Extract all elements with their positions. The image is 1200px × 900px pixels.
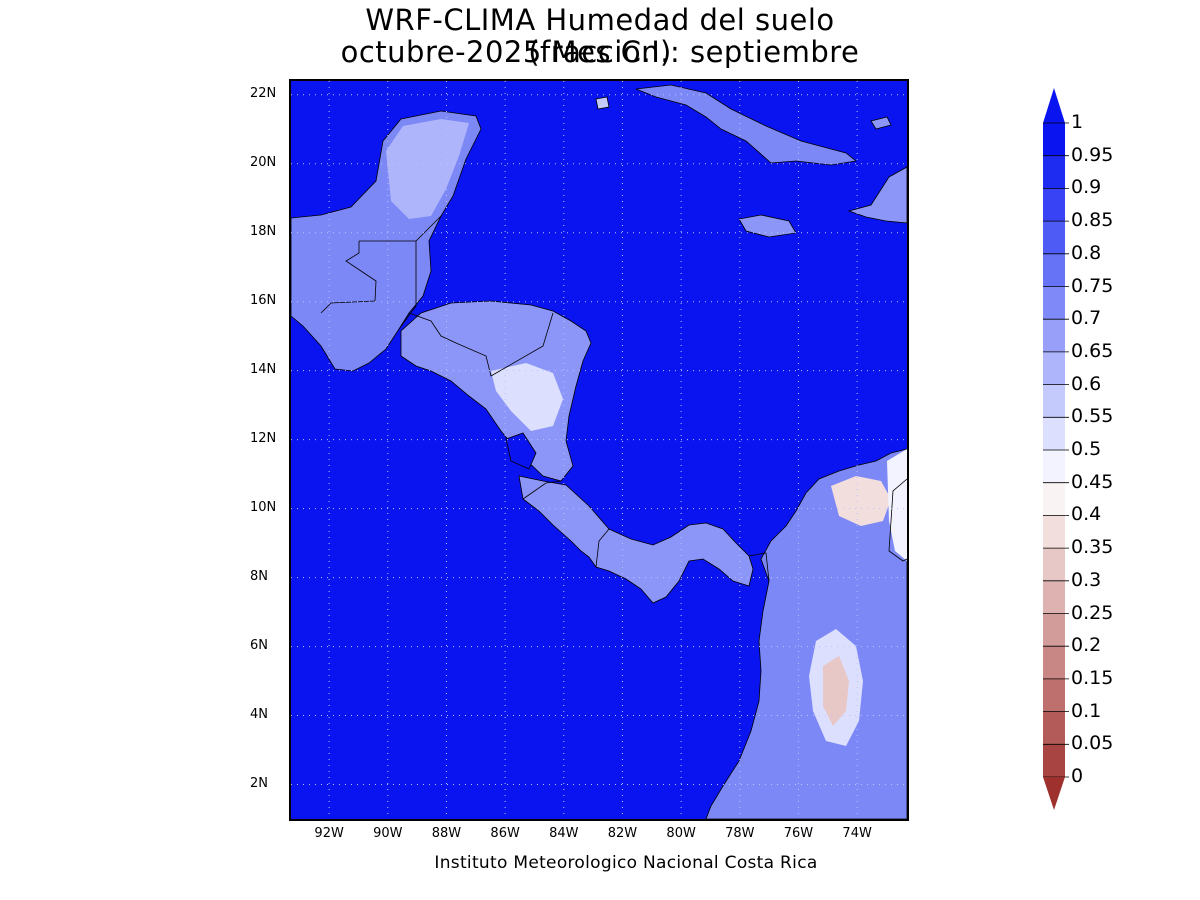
lat-tick-label: 2N: [250, 775, 268, 791]
lon-tick-label: 78W: [725, 826, 755, 841]
colorbar-max-arrow: [1043, 88, 1065, 123]
colorbar-segment: [1043, 613, 1065, 647]
colorbar-segment: [1043, 123, 1065, 157]
lat-tick-label: 8N: [250, 568, 268, 584]
lon-tick-label: 82W: [607, 826, 638, 841]
land-colombia-north-light: [831, 476, 891, 526]
land-venezuela-edge: [887, 449, 907, 561]
colorbar-level-label: 0.95: [1071, 143, 1114, 166]
colorbar-segment: [1043, 548, 1065, 582]
colorbar-level-label: 0.45: [1071, 470, 1114, 493]
colorbar-level-label: 0.85: [1071, 209, 1114, 232]
lat-tick-label: 10N: [250, 499, 277, 515]
colorbar-segment: [1043, 482, 1065, 516]
map-title-line-1: WRF-CLIMA Humedad del suelo (fraccion): [365, 3, 835, 69]
lon-tick-label: 84W: [549, 826, 579, 841]
colorbar-segment: [1043, 253, 1065, 287]
colorbar-level-label: 1: [1071, 111, 1084, 133]
colorbar-segment: [1043, 155, 1065, 189]
colorbar-level-label: 0.1: [1071, 699, 1102, 722]
land-costa-rica-panama: [518, 475, 754, 604]
colorbar-level-label: 0.25: [1071, 601, 1114, 624]
lon-tick-label: 88W: [431, 826, 462, 841]
colorbar-segment: [1043, 678, 1065, 713]
lat-tick-label: 6N: [250, 637, 268, 653]
colorbar-segment: [1043, 744, 1065, 778]
colorbar-segment: [1043, 286, 1065, 320]
institution-credit: Instituto Meteorologico Nacional Costa R…: [434, 853, 818, 873]
colorbar-segment: [1043, 384, 1065, 418]
colorbar-level-label: 0.75: [1071, 274, 1114, 297]
lon-tick-label: 80W: [666, 826, 696, 841]
land-yucatan-interior: [386, 119, 469, 219]
lat-tick-label: 16N: [250, 292, 277, 308]
land-nicaragua-interior: [491, 363, 563, 431]
lat-tick-label: 18N: [250, 223, 277, 239]
colorbar-level-label: 0.05: [1071, 732, 1114, 755]
colorbar-min-arrow: [1043, 777, 1065, 810]
map-panel: [289, 79, 909, 821]
colorbar-level-label: 0.2: [1071, 634, 1102, 657]
colorbar-level-label: 0.3: [1071, 568, 1102, 591]
soil-moisture-map: [291, 81, 907, 819]
land-bahamas: [870, 116, 892, 130]
colorbar-segment: [1043, 646, 1065, 680]
lat-tick-label: 22N: [250, 85, 277, 101]
land-hispaniola: [847, 166, 907, 224]
country-borders: [320, 215, 907, 582]
lon-tick-label: 76W: [783, 826, 814, 841]
colorbar-segment: [1043, 711, 1065, 745]
colorbar-segment: [1043, 319, 1065, 353]
lat-tick-label: 12N: [250, 430, 277, 446]
lat-tick-label: 14N: [250, 361, 277, 377]
colorbar-level-label: 0.15: [1071, 666, 1114, 689]
graticule: [291, 81, 907, 819]
lat-tick-label: 4N: [250, 706, 268, 722]
colorbar-segment: [1043, 580, 1065, 614]
colorbar-segment: [1043, 188, 1065, 222]
land-cuba: [635, 84, 857, 166]
land-isla-juventud: [595, 96, 610, 110]
colorbar-level-label: 0.5: [1071, 438, 1102, 460]
colorbar-segment: [1043, 351, 1065, 386]
lat-tick-label: 20N: [250, 154, 277, 170]
colorbar-segment: [1043, 515, 1065, 549]
lon-tick-label: 86W: [490, 826, 520, 841]
colorbar-level-label: 0.6: [1071, 372, 1102, 395]
lake-nicaragua: [505, 432, 537, 470]
lon-tick-label: 90W: [373, 826, 403, 841]
colorbar-level-label: 0.55: [1071, 405, 1114, 428]
colorbar-level-label: 0.65: [1071, 339, 1114, 362]
land-colombia-interior-dry: [823, 656, 849, 726]
colorbar: [1043, 88, 1069, 810]
colorbar-level-label: 0.35: [1071, 536, 1114, 559]
colorbar-segment: [1043, 450, 1065, 484]
colorbar-segment: [1043, 221, 1065, 255]
lon-tick-label: 92W: [314, 826, 344, 841]
colorbar-level-label: 0.4: [1071, 503, 1102, 526]
colorbar-level-label: 0.8: [1071, 241, 1102, 264]
colorbar-segment: [1043, 417, 1065, 451]
colorbar-level-label: 0.9: [1071, 176, 1102, 199]
colorbar-level-label: 0.7: [1071, 307, 1102, 330]
colorbar-level-label: 0: [1071, 765, 1084, 787]
lon-tick-label: 74W: [842, 826, 872, 841]
map-title-line-2: octubre-2025 Mes C.I.: septiembre: [340, 35, 860, 69]
